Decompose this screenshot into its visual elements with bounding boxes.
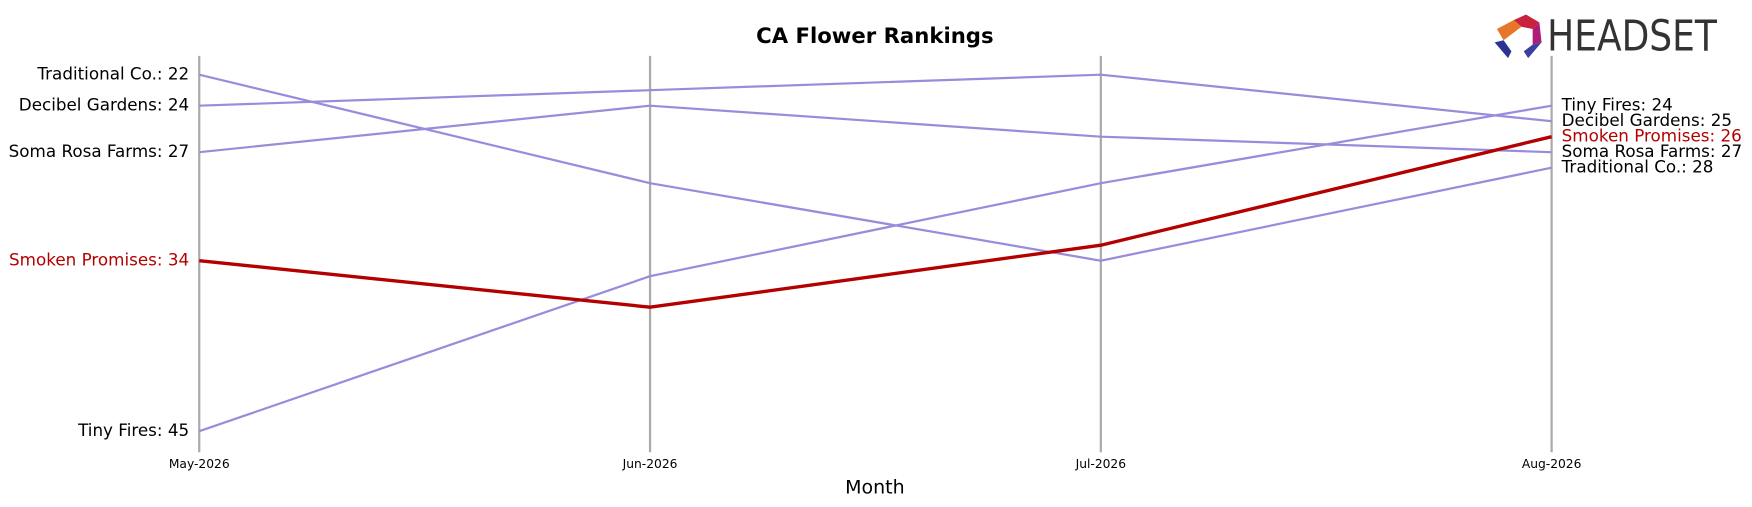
series-line xyxy=(199,73,1552,123)
logo-mark xyxy=(1532,22,1542,45)
x-tick-label: Jun-2026 xyxy=(622,457,678,471)
series-line xyxy=(198,104,1552,433)
value-label: Decibel Gardens: 24 xyxy=(19,95,189,115)
value-label: Soma Rosa Farms: 27 xyxy=(9,141,190,161)
value-label: Tiny Fires: 24 xyxy=(1561,95,1673,115)
x-tick-label: Jul-2026 xyxy=(1075,457,1127,471)
x-tick-label: Aug-2026 xyxy=(1522,457,1582,471)
logo-mark xyxy=(1494,40,1512,59)
value-label: Decibel Gardens: 25 xyxy=(1562,110,1732,130)
value-label: Traditional Co.: 22 xyxy=(36,64,189,84)
series-line xyxy=(198,73,1552,262)
logo-text: HEADSET xyxy=(1547,13,1718,62)
logo-mark xyxy=(1496,20,1522,41)
logo-mark xyxy=(1523,42,1542,59)
value-label: Tiny Fires: 45 xyxy=(77,420,189,440)
series-line xyxy=(199,104,1552,154)
value-label: Traditional Co.: 28 xyxy=(1561,157,1714,177)
value-label: Soma Rosa Farms: 27 xyxy=(1562,141,1743,161)
value-label: Smoken Promises: 34 xyxy=(9,250,189,270)
value-label: Smoken Promises: 26 xyxy=(1562,126,1742,146)
x-axis-label: Month xyxy=(845,477,904,499)
series-line xyxy=(199,135,1553,309)
logo: HEADSET xyxy=(1494,13,1718,62)
chart-title: CA Flower Rankings xyxy=(756,24,993,49)
logo-mark xyxy=(1513,14,1540,30)
x-tick-label: May-2026 xyxy=(169,457,230,471)
